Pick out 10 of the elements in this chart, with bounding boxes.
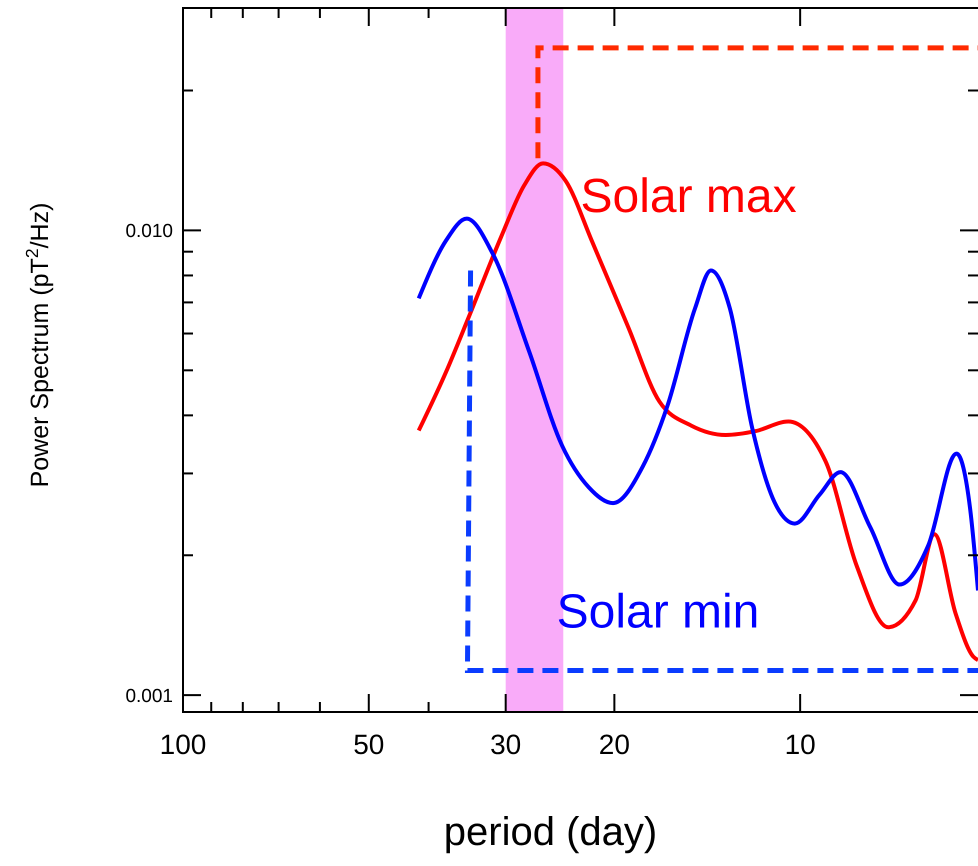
y-tick-label: 0.001 [125,686,173,707]
x-axis-title: period (day) [444,810,658,854]
series-label: Solar max [580,170,797,224]
y-tick-label: 0.010 [125,221,173,242]
x-tick-label: 30 [490,729,522,760]
x-tick-label: 10 [784,729,816,760]
x-tick-label: 50 [353,729,384,760]
x-tick-label: 20 [598,729,630,760]
series-label: Solar min [556,586,760,639]
x-tick-label: 100 [160,729,206,760]
